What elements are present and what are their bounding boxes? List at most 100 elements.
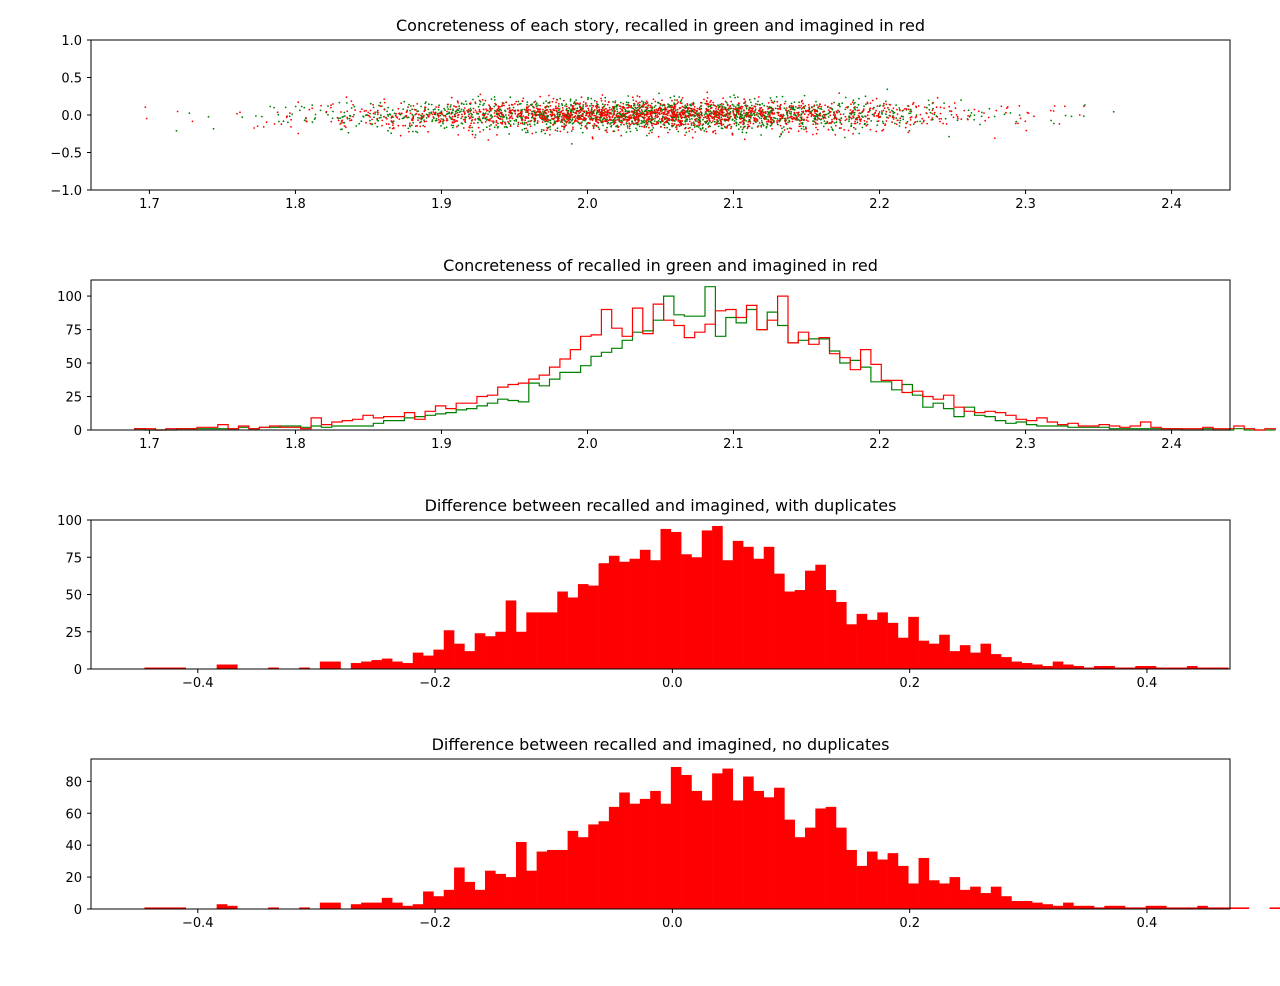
scatter-point-imagined [542, 117, 544, 120]
scatter-point-imagined [527, 116, 529, 119]
scatter-point-imagined [478, 108, 481, 111]
x-tick-label: 1.8 [285, 197, 306, 212]
histogram-bar [1217, 907, 1229, 909]
scatter-point-imagined [397, 124, 400, 127]
scatter-point-imagined [681, 116, 684, 119]
scatter-point-imagined [467, 111, 469, 114]
y-tick-label: 25 [65, 391, 82, 406]
scatter-point-recalled [496, 126, 499, 129]
scatter-point-imagined [830, 102, 833, 105]
scatter-point-recalled [479, 100, 482, 103]
scatter-point-imagined [676, 99, 678, 102]
scatter-point-recalled [734, 96, 736, 99]
scatter-point-recalled [677, 116, 680, 118]
scatter-point-imagined [609, 118, 612, 121]
histogram-bar [1125, 667, 1136, 669]
scatter-point-imagined [428, 115, 430, 118]
scatter-point-imagined [621, 112, 624, 115]
scatter-point-imagined [654, 100, 657, 103]
scatter-point-imagined [144, 106, 147, 108]
scatter-point-imagined [489, 106, 492, 109]
scatter-point-recalled [527, 120, 530, 123]
scatter-point-imagined [852, 132, 854, 135]
scatter-point-recalled [677, 118, 680, 121]
scatter-point-imagined [786, 112, 789, 115]
scatter-point-recalled [878, 111, 881, 113]
scatter-point-imagined [576, 120, 579, 123]
y-tick-label: 100 [57, 290, 82, 305]
scatter-point-imagined [738, 121, 741, 124]
scatter-point-imagined [337, 119, 340, 122]
x-tick-label: 0.2 [899, 916, 920, 931]
scatter-point-imagined [411, 118, 414, 121]
scatter-point-imagined [543, 110, 546, 113]
scatter-point-imagined [525, 127, 528, 130]
scatter-point-recalled [838, 118, 840, 121]
scatter-point-imagined [374, 111, 376, 114]
scatter-point-recalled [537, 104, 539, 107]
scatter-point-imagined [688, 116, 690, 118]
scatter-point-imagined [746, 127, 749, 130]
scatter-point-recalled [741, 128, 744, 131]
scatter-point-imagined [700, 101, 702, 104]
scatter-point-recalled [668, 104, 671, 107]
scatter-point-imagined [1049, 109, 1052, 112]
scatter-point-recalled [696, 120, 698, 122]
scatter-point-imagined [397, 107, 400, 110]
scatter-point-imagined [780, 132, 783, 135]
scatter-point-imagined [984, 119, 987, 122]
scatter-point-recalled [931, 118, 934, 121]
scatter-point-recalled [786, 127, 789, 130]
scatter-point-imagined [421, 113, 424, 115]
scatter-point-recalled [973, 114, 976, 116]
scatter-point-recalled [434, 119, 437, 122]
histogram-bar [433, 649, 445, 669]
scatter-point-imagined [481, 121, 483, 124]
scatter-point-imagined [618, 118, 621, 120]
scatter-point-recalled [554, 122, 556, 125]
scatter-point-recalled [410, 124, 413, 127]
scatter-point-imagined [529, 120, 531, 123]
scatter-point-recalled [471, 113, 473, 116]
scatter-point-imagined [819, 114, 821, 116]
scatter-point-imagined [595, 106, 598, 109]
scatter-point-imagined [437, 114, 440, 117]
scatter-point-imagined [580, 96, 583, 99]
chart-title: Difference between recalled and imagined… [425, 496, 897, 515]
scatter-point-recalled [856, 121, 859, 124]
scatter-point-recalled [909, 108, 912, 111]
scatter-point-imagined [542, 129, 545, 132]
scatter-point-imagined [1078, 114, 1081, 116]
scatter-point-imagined [367, 114, 370, 117]
scatter-point-imagined [659, 103, 662, 106]
scatter-point-recalled [526, 123, 529, 126]
scatter-point-imagined [555, 110, 558, 112]
scatter-point-imagined [917, 105, 920, 107]
scatter-point-imagined [654, 111, 657, 114]
scatter-point-imagined [830, 107, 832, 110]
scatter-point-imagined [285, 116, 288, 119]
scatter-point-imagined [816, 128, 819, 131]
scatter-point-recalled [766, 110, 769, 113]
scatter-point-recalled [464, 116, 466, 118]
scatter-point-recalled [443, 107, 445, 110]
scatter-point-imagined [839, 113, 842, 116]
histogram-bar [732, 800, 744, 909]
scatter-point-imagined [745, 105, 748, 108]
scatter-point-imagined [601, 109, 604, 112]
scatter-point-imagined [748, 109, 750, 112]
scatter-point-recalled [756, 112, 758, 114]
scatter-point-imagined [887, 117, 890, 119]
scatter-point-recalled [188, 112, 191, 115]
scatter-point-imagined [707, 108, 710, 111]
scatter-point-recalled [560, 103, 563, 105]
scatter-point-imagined [652, 122, 654, 125]
scatter-point-recalled [515, 120, 518, 122]
scatter-point-imagined [533, 110, 536, 112]
scatter-point-imagined [735, 110, 738, 113]
y-tick-label: 100 [57, 514, 82, 529]
scatter-point-recalled [626, 125, 629, 127]
scatter-point-imagined [732, 113, 735, 115]
scatter-point-imagined [376, 117, 379, 120]
scatter-point-imagined [865, 124, 868, 127]
